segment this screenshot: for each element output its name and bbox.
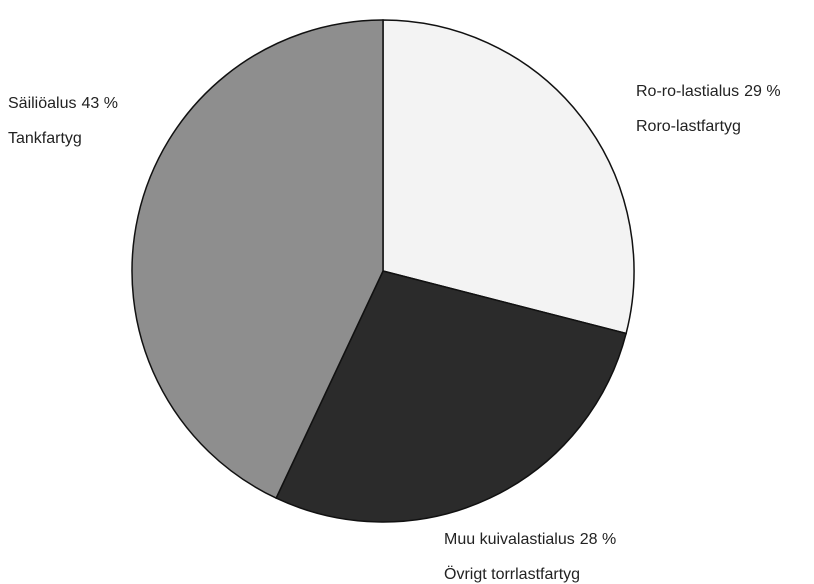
value-label: 43 % (81, 95, 117, 112)
category-label-sv: Tankfartyg (8, 130, 82, 147)
slice-label: Muu kuivalastialus 28 % (444, 531, 616, 548)
category-label: Muu kuivalastialus (444, 531, 575, 548)
category-label-sv: Övrigt torrlastfartyg (444, 565, 580, 583)
pie-slice (131, 19, 384, 500)
category-label: Säiliöalus (8, 95, 76, 112)
slice-label: Säiliöalus 43 % (8, 95, 118, 112)
value-label: 29 % (744, 83, 780, 100)
category-label-sv: Roro-lastfartyg (636, 118, 741, 135)
pie-slice (382, 19, 635, 335)
value-label: 28 % (580, 531, 616, 548)
pie-slice (275, 270, 628, 523)
category-label: Ro-ro-lastialus (636, 83, 739, 100)
slice-label: Ro-ro-lastialus 29 % (636, 83, 781, 100)
